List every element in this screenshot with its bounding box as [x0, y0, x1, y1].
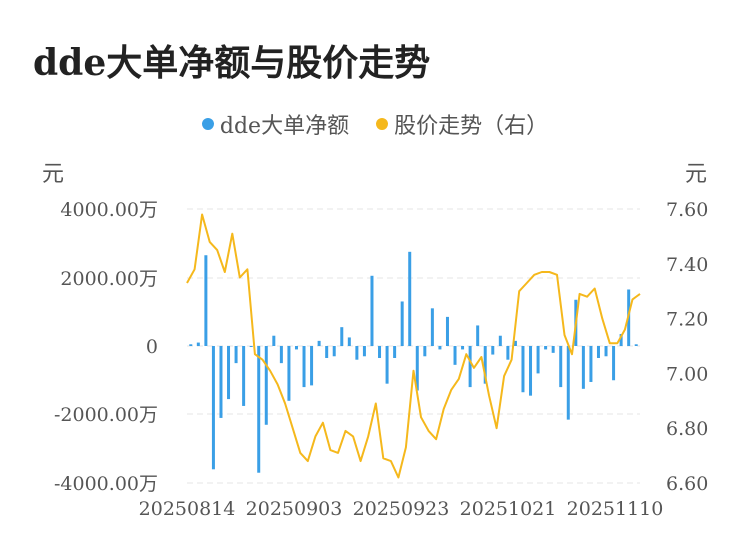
dde-bar — [612, 346, 616, 381]
dde-bar — [453, 346, 457, 365]
dde-bar — [204, 255, 208, 346]
y-right-tick-label: 6.80 — [666, 418, 708, 440]
dde-bar — [264, 346, 268, 425]
dde-bar — [234, 346, 238, 364]
dde-bar — [325, 346, 329, 358]
dde-bar — [521, 346, 525, 393]
legend-label-price: 股价走势（右） — [394, 114, 549, 139]
dde-bar — [370, 275, 374, 346]
price-line — [186, 213, 641, 479]
dde-bar — [196, 342, 200, 346]
dde-bar — [423, 346, 427, 357]
dde-bar — [257, 346, 261, 473]
y-left-tick-label: -2000.00万 — [54, 404, 158, 426]
dde-bar — [189, 344, 193, 346]
legend-label-dde: dde大单净额 — [219, 114, 350, 139]
dde-bar — [408, 251, 412, 346]
dde-bar — [536, 346, 540, 374]
x-tick-label: 20250814 — [139, 498, 236, 520]
dde-bar — [483, 346, 487, 384]
dde-bar — [362, 346, 366, 357]
x-tick-label: 20251110 — [567, 498, 664, 520]
dde-bar — [491, 346, 495, 355]
x-tick-label: 20251021 — [460, 498, 557, 520]
dde-bar — [310, 346, 314, 386]
y-right-tick-label: 7.60 — [666, 199, 708, 221]
dde-bar — [227, 346, 231, 400]
dde-bar — [551, 346, 555, 353]
left-axis-unit: 元 — [42, 162, 65, 187]
legend-dot-dde — [201, 118, 214, 130]
dde-bar — [332, 346, 336, 357]
dde-bar — [242, 346, 246, 406]
y-right-tick-label: 7.00 — [666, 363, 708, 385]
dde-bar — [378, 346, 382, 358]
y-left-tick-label: 4000.00万 — [60, 199, 158, 221]
legend-item-price[interactable]: 股价走势（右） — [376, 108, 548, 140]
dde-bar — [438, 346, 442, 350]
dde-bar — [294, 346, 298, 350]
dde-bar — [498, 335, 502, 346]
dde-bar — [461, 346, 465, 350]
dde-bar — [385, 346, 389, 384]
legend-dot-price — [376, 118, 389, 130]
dde-bar — [347, 337, 351, 346]
dde-bar — [596, 346, 600, 358]
dde-bar — [589, 346, 593, 382]
dde-bar — [445, 316, 449, 346]
x-tick-label: 20250923 — [353, 498, 450, 520]
dde-bar — [302, 346, 306, 388]
dde-bar — [211, 346, 215, 470]
dde-bar — [544, 346, 548, 350]
y-left-tick-label: 2000.00万 — [60, 268, 158, 290]
dde-bar — [415, 346, 419, 391]
dde-bar — [249, 346, 253, 347]
dde-bar — [355, 346, 359, 360]
dde-bar — [559, 346, 563, 388]
dde-bar — [468, 346, 472, 388]
dde-bar — [340, 327, 344, 346]
dde-bar — [604, 346, 608, 357]
x-tick-label: 20250903 — [246, 498, 343, 520]
dde-bar — [393, 346, 397, 358]
y-right-tick-label: 7.20 — [666, 309, 708, 331]
dde-bar — [317, 340, 321, 346]
dde-bar — [634, 344, 638, 346]
y-right-tick-label: 7.40 — [666, 254, 708, 276]
dde-bar — [529, 346, 533, 396]
dde-bar — [619, 334, 623, 346]
dde-bar — [506, 346, 510, 360]
y-left-tick-label: 0 — [146, 336, 158, 358]
dde-bar — [513, 340, 517, 346]
dde-bar — [430, 308, 434, 346]
y-right-tick-label: 6.60 — [666, 473, 708, 495]
dde-bar — [566, 346, 570, 420]
dde-bar — [219, 346, 223, 418]
legend-item-dde[interactable]: dde大单净额 — [201, 108, 350, 140]
y-left-tick-label: -4000.00万 — [54, 473, 158, 495]
chart-title: dde大单净额与股价走势 — [33, 42, 431, 84]
chart-legend: dde大单净额 股价走势（右） — [0, 108, 750, 140]
dde-bar — [400, 301, 404, 346]
dde-bar — [272, 335, 276, 346]
dde-bar — [581, 346, 585, 389]
dde-bar — [279, 346, 283, 364]
right-axis-unit: 元 — [685, 162, 708, 187]
dde-bar — [476, 325, 480, 346]
dde-bar — [287, 346, 291, 401]
